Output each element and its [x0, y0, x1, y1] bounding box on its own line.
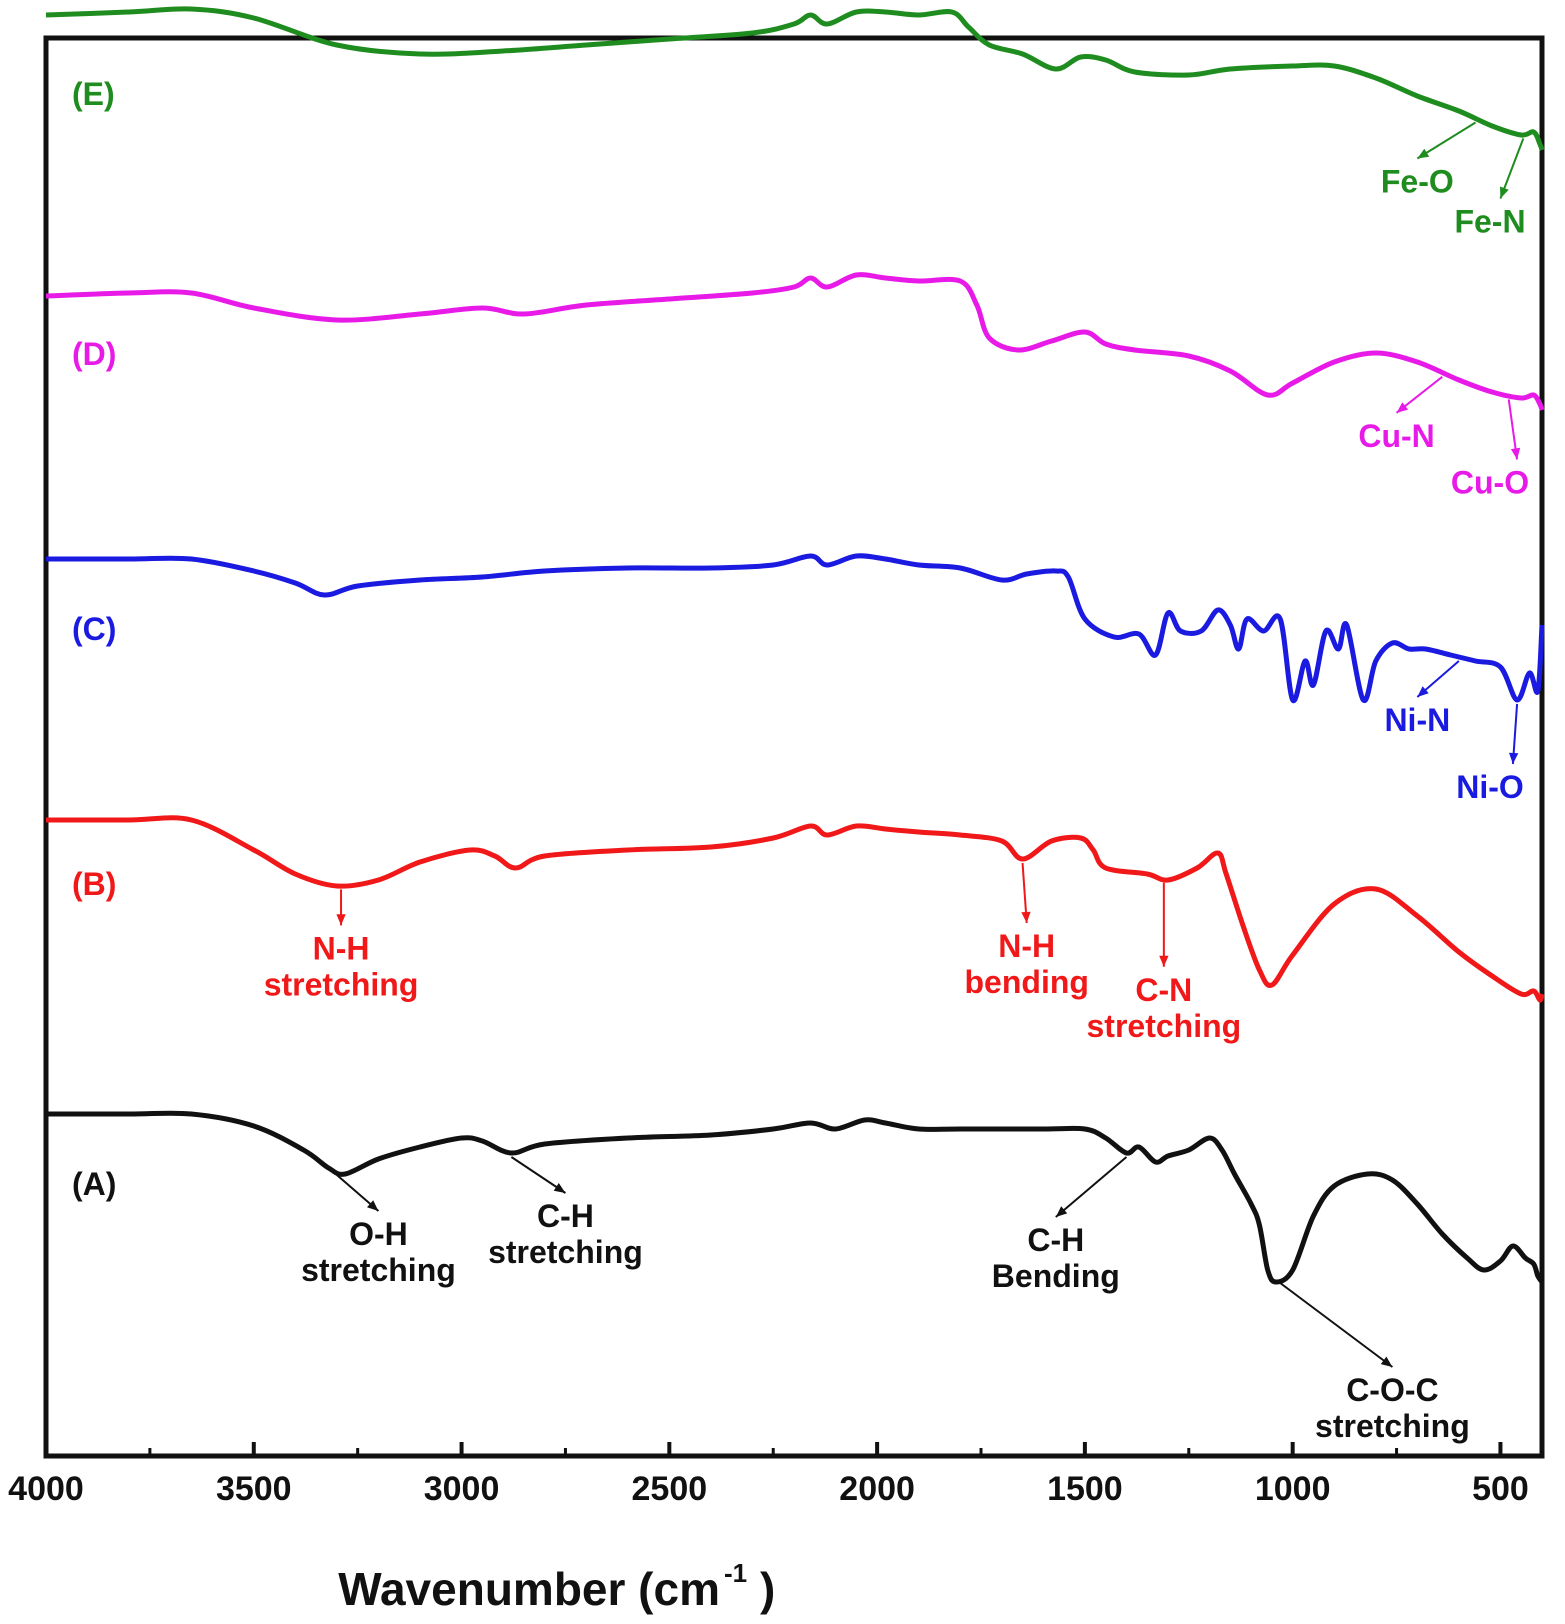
x-axis-title: Wavenumber (cm	[338, 1563, 720, 1615]
series-layer: (E) (D) (C) (B) (A)	[45, 6, 1545, 1285]
x-axis-title-close: )	[760, 1563, 775, 1615]
annotation-label: C-H	[537, 1198, 594, 1234]
annotation-label: stretching	[1087, 1008, 1242, 1044]
annotation-label: Cu-O	[1451, 464, 1529, 500]
annotation-arrowhead	[1055, 1206, 1068, 1217]
series-line-a	[45, 1110, 1545, 1285]
annotation-label: stretching	[264, 966, 419, 1002]
annotation-arrowhead	[1380, 1356, 1393, 1367]
annotation-label: C-N	[1135, 972, 1192, 1008]
annotation-arrowhead	[553, 1183, 566, 1193]
annotation-label: stretching	[1315, 1408, 1470, 1444]
annotation-arrowhead	[1159, 955, 1169, 967]
annotation-label: Cu-N	[1358, 418, 1434, 454]
x-tick-label: 1500	[1047, 1470, 1123, 1508]
series-label-e: (E)	[72, 76, 115, 112]
series-label-d: (D)	[72, 336, 116, 372]
series-label-a: (A)	[72, 1166, 116, 1202]
annotation-label: Fe-N	[1454, 204, 1525, 240]
x-tick-label: 4000	[8, 1470, 84, 1508]
x-tick-label: 1000	[1255, 1470, 1331, 1508]
annotation-arrow	[1416, 121, 1477, 160]
x-axis: 4000 3500 3000 2500 2000 1500 1000 500	[8, 1442, 1529, 1508]
annotation-label: N-H	[313, 930, 370, 966]
annotation-label: Bending	[992, 1258, 1120, 1294]
series-line-c	[45, 553, 1545, 703]
annotation-label: O-H	[349, 1216, 408, 1252]
annotation-arrow	[1055, 1156, 1128, 1218]
plot-frame	[43, 35, 1545, 1459]
x-axis-title-superscript: -1	[724, 1558, 747, 1588]
annotation-arrowhead	[1510, 447, 1521, 460]
annotation-arrowhead	[1500, 186, 1509, 199]
annotation-label: Fe-O	[1381, 164, 1454, 200]
annotation-arrowhead	[1021, 911, 1031, 923]
series-line-b	[46, 815, 1545, 1003]
annotation-arrowhead	[367, 1200, 379, 1211]
x-tick-label: 2000	[839, 1470, 915, 1508]
annotation-label: N-H	[998, 928, 1055, 964]
annotation-arrowhead	[1417, 148, 1430, 159]
annotation-label: C-O-C	[1346, 1372, 1438, 1408]
annotation-arrowhead	[1396, 402, 1409, 413]
annotation-arrowhead	[1417, 686, 1429, 697]
annotation-label: stretching	[301, 1252, 456, 1288]
annotation-label: bending	[965, 964, 1089, 1000]
annotation-arrow	[1279, 1282, 1393, 1368]
series-label-b: (B)	[72, 866, 116, 902]
annotation-label: stretching	[488, 1234, 643, 1270]
annotation-arrowhead	[336, 914, 346, 926]
series-line-d	[45, 272, 1545, 411]
x-tick-label: 3000	[424, 1470, 500, 1508]
annotation-arrowhead	[1509, 752, 1519, 764]
annotation-label: Ni-O	[1456, 769, 1524, 805]
x-tick-label: 2500	[632, 1470, 708, 1508]
series-line-e	[45, 6, 1545, 151]
x-tick-label: 500	[1472, 1470, 1529, 1508]
series-label-c: (C)	[72, 611, 116, 647]
x-tick-label: 3500	[216, 1470, 292, 1508]
annotation-label: Ni-N	[1384, 702, 1450, 738]
annotation-label: C-H	[1027, 1222, 1084, 1258]
